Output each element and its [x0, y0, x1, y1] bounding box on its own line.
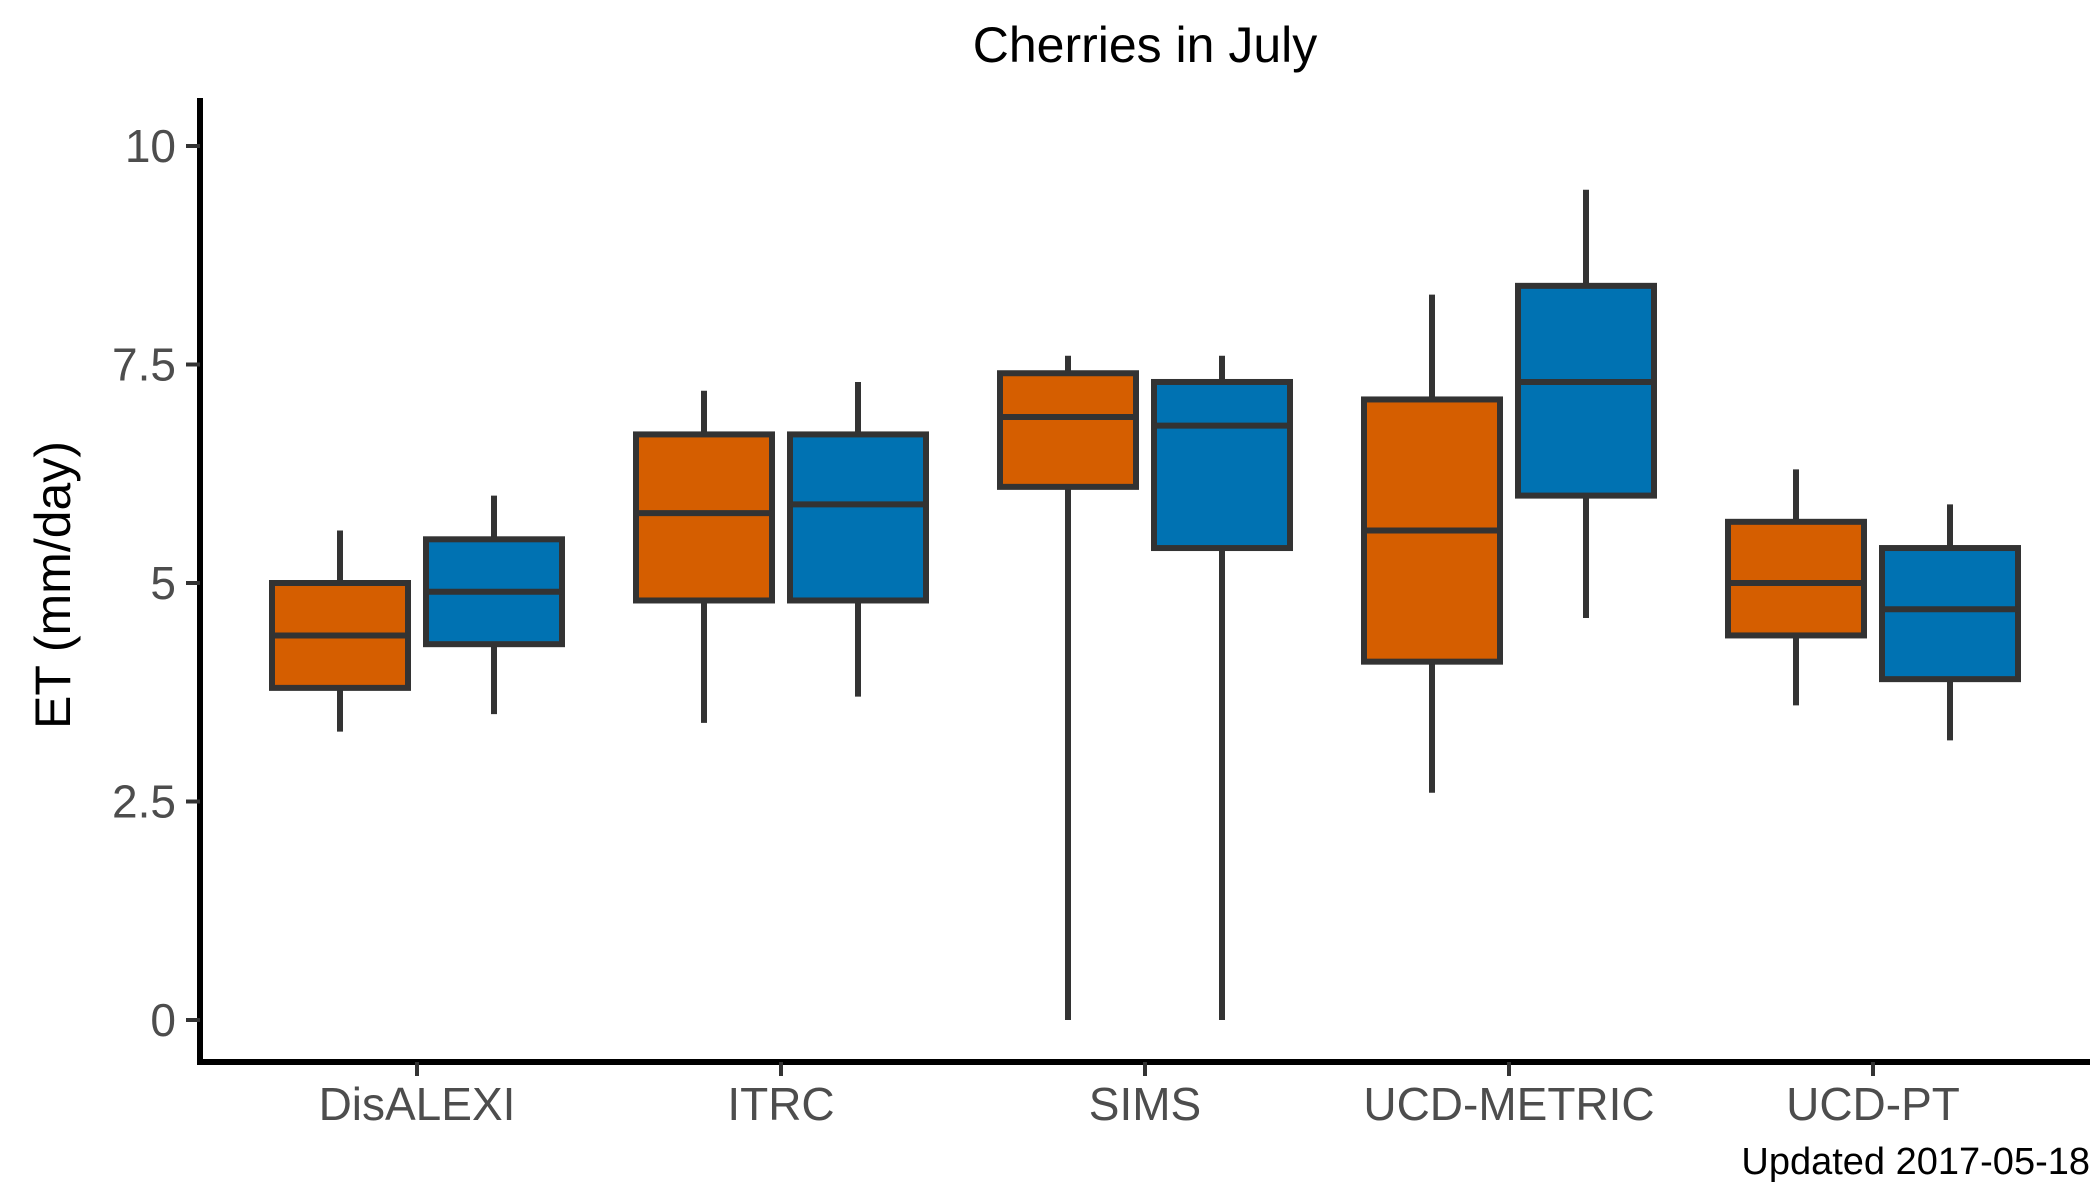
x-tick-label: SIMS — [1089, 1078, 1201, 1130]
chart-title: Cherries in July — [973, 17, 1318, 73]
box-group — [423, 495, 565, 715]
y-tick-label: 7.5 — [112, 339, 176, 391]
box-group — [1725, 469, 1867, 706]
box-group — [1361, 294, 1503, 793]
updated-caption: Updated 2017-05-18 — [1741, 1141, 2090, 1183]
box-group — [1879, 504, 2021, 741]
box-group — [997, 355, 1139, 1020]
y-tick-label: 0 — [150, 994, 176, 1046]
y-tick-label: 2.5 — [112, 776, 176, 828]
x-tick-label: ITRC — [727, 1078, 834, 1130]
box-iqr — [1515, 282, 1657, 499]
y-axis-label: ET (mm/day) — [25, 441, 81, 729]
plot-area — [269, 189, 2021, 1020]
y-tick-label: 10 — [125, 120, 176, 172]
x-tick-label: UCD-METRIC — [1363, 1078, 1654, 1130]
axis-ticks: 0 2.5 5 7.5 10 DisALEXI ITRC SIMS UCD-METRIC UCD-… — [112, 120, 1960, 1130]
box-iqr — [787, 431, 929, 604]
box-group — [787, 381, 929, 697]
box-group — [1151, 355, 1293, 1020]
box-group — [633, 390, 775, 723]
x-tick-label: UCD-PT — [1786, 1078, 1960, 1130]
x-tick-label: DisALEXI — [319, 1078, 516, 1130]
box-iqr — [633, 431, 775, 604]
y-tick-label: 5 — [150, 557, 176, 609]
box-iqr — [1725, 518, 1867, 639]
box-group — [1515, 189, 1657, 618]
box-iqr — [1879, 545, 2021, 683]
box-iqr — [1151, 378, 1293, 552]
box-group — [269, 530, 411, 732]
box-iqr — [997, 370, 1139, 490]
